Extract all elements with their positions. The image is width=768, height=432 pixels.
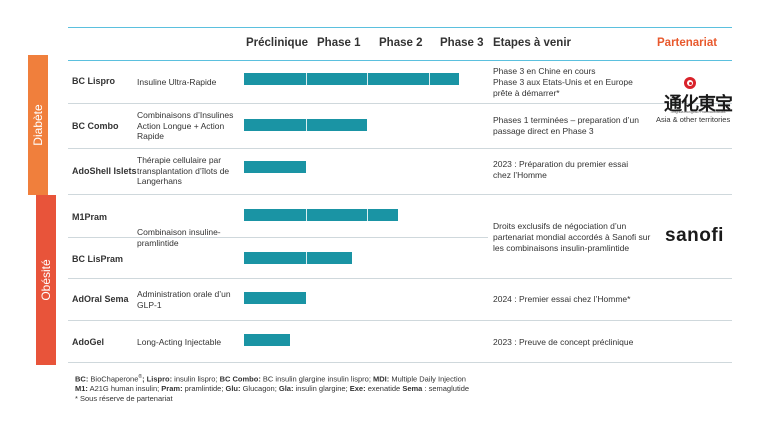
product-description: Insuline Ultra-Rapide	[137, 77, 217, 87]
next-steps: 2023 : Preuve de concept préclinique	[493, 337, 634, 347]
col-header-next-steps: Etapes à venir	[493, 37, 571, 49]
tonghua-dongbao-wordmark: 通化東宝	[664, 94, 733, 115]
progress-bar-bc-combo	[244, 119, 367, 131]
next-steps: Droits exclusifs de négociation d’un par…	[493, 221, 651, 253]
obesity-band: Obésité	[36, 195, 56, 365]
product-name-adoshell-islets: AdoShell Islets	[72, 166, 137, 176]
product-description: Long-Acting Injectable	[137, 337, 222, 347]
product-description: Thérapie cellulaire par transplantation …	[137, 155, 230, 186]
sanofi-logo: sanofi	[665, 225, 724, 246]
footnote-line-3: * Sous réserve de partenariat	[75, 393, 173, 403]
row-divider	[68, 237, 488, 238]
progress-bar-m1pram	[244, 209, 398, 221]
table-bottom-rule	[68, 362, 732, 363]
table-header-rule	[68, 60, 732, 61]
col-header-phase1: Phase 1	[317, 37, 361, 49]
progress-bar-bc-lispro	[244, 73, 460, 85]
product-name-bc-lispram: BC LisPram	[72, 254, 124, 264]
next-steps: Phases 1 terminées – preparation d’un pa…	[493, 115, 640, 136]
col-header-partnership: Partenariat	[657, 37, 718, 49]
obesity-label: Obésité	[39, 259, 53, 301]
row-divider	[68, 194, 732, 195]
col-header-phase3: Phase 3	[440, 37, 484, 49]
product-name-adoral-sema: AdOral Sema	[72, 294, 129, 304]
footnote-line-2: M1: A21G human insulin; Pram: pramlintid…	[75, 384, 470, 393]
phase-divider	[367, 73, 368, 85]
footnote-line-1: BC: BioChaperone®; Lispro: insulin lispr…	[75, 374, 466, 384]
partner-territory: Asia & other territories	[656, 115, 731, 124]
col-header-phase2: Phase 2	[379, 37, 423, 49]
phase-divider	[305, 73, 307, 85]
diabetes-label: Diabète	[31, 104, 45, 146]
abbreviations-footnote: BC: BioChaperone®; Lispro: insulin lispr…	[75, 373, 469, 403]
tonghua-dongbao-logo-icon	[684, 77, 696, 89]
progress-bar-adoshell-islets	[244, 161, 306, 173]
progress-bar-adoral-sema	[244, 292, 306, 304]
product-description: Administration orale d’un GLP-1	[137, 289, 231, 310]
row-divider	[68, 320, 732, 321]
progress-bar-adogel	[244, 334, 291, 346]
next-steps: Phase 3 en Chine en cours Phase 3 aux Et…	[493, 66, 633, 98]
row-divider	[68, 103, 732, 104]
phase-divider	[305, 119, 307, 131]
product-name-m1pram: M1Pram	[72, 212, 108, 222]
row-divider	[68, 148, 732, 149]
next-steps: 2024 : Premier essai chez l’Homme*	[493, 294, 631, 304]
diabetes-band: Diabète	[28, 55, 48, 195]
product-name-adogel: AdoGel	[72, 337, 105, 347]
table-top-rule	[68, 27, 732, 28]
product-name-bc-combo: BC Combo	[72, 121, 119, 131]
tonghua-dongbao-english-name: Tonghua Dongbao Pharmaceuticals	[670, 110, 726, 114]
phase-divider	[305, 252, 307, 264]
phase-divider	[305, 209, 307, 221]
product-description: Combinaisons d’Insulines Action Longue +…	[137, 110, 234, 141]
progress-bar-bc-lispram	[244, 252, 352, 264]
col-header-preclinical: Préclinique	[246, 37, 308, 49]
row-divider	[68, 278, 732, 279]
phase-divider	[367, 209, 368, 221]
product-name-bc-lispro: BC Lispro	[72, 76, 116, 86]
product-description: Combinaison insuline-pramlintide	[137, 227, 221, 248]
next-steps: 2023 : Préparation du premier essai chez…	[493, 159, 629, 180]
phase-divider	[428, 73, 430, 85]
